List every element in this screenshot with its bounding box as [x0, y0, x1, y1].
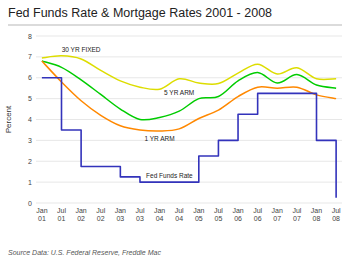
y-tick-label: 6 — [28, 74, 32, 81]
y-tick-label: 4 — [28, 116, 32, 123]
grid-line — [36, 56, 342, 57]
y-tick-label: 0 — [28, 200, 32, 207]
line — [42, 56, 336, 90]
x-tick-label: Jan06 — [232, 207, 243, 222]
grid-line — [36, 36, 342, 37]
title-rule — [8, 25, 342, 26]
y-tick-label: 7 — [28, 53, 32, 60]
title: Fed Funds Rate & Mortgage Rates 2001 - 2… — [8, 6, 272, 20]
grid-line — [36, 77, 342, 78]
y-tick-label: 3 — [28, 137, 32, 144]
x-tick-label: Jul08 — [332, 207, 341, 222]
y-tick-label: 8 — [28, 33, 32, 40]
x-tick-label: Jul04 — [175, 207, 184, 222]
x-tick-label: Jan01 — [36, 207, 47, 222]
line — [42, 61, 336, 131]
series-label: 1 YR ARM — [144, 135, 174, 142]
grid-line — [36, 98, 342, 99]
step-line — [42, 78, 336, 198]
x-tick-label: Jul02 — [96, 207, 105, 222]
series-label: 5 YR ARM — [164, 89, 194, 96]
x-tick-label: Jan05 — [193, 207, 204, 222]
x-tick-label: Jan07 — [272, 207, 283, 222]
x-tick-label: Jul03 — [135, 207, 144, 222]
x-tick-label: Jul05 — [214, 207, 223, 222]
y-tick-label: 5 — [28, 95, 32, 102]
x-tick-label: Jul07 — [292, 207, 301, 222]
grid-line — [36, 203, 342, 204]
plot-area — [42, 56, 336, 198]
chart: Fed Funds Rate & Mortgage Rates 2001 - 2… — [0, 0, 350, 263]
y-tick-label: 2 — [28, 158, 32, 165]
line — [42, 61, 336, 120]
series-label: Fed Funds Rate — [146, 172, 193, 179]
source: Source Data: U.S. Federal Reserve, Fredd… — [8, 249, 161, 256]
y-tick-label: 1 — [28, 179, 32, 186]
x-tick-label: Jan08 — [311, 207, 322, 222]
x-tick-label: Jan02 — [75, 207, 86, 222]
x-tick-label: Jul01 — [57, 207, 66, 222]
grid-line — [36, 119, 342, 120]
x-tick-label: Jan03 — [115, 207, 126, 222]
y-axis-label: Percent — [4, 105, 13, 133]
x-tick-label: Jul06 — [253, 207, 262, 222]
x-tick-label: Jan04 — [154, 207, 165, 222]
series-label: 30 YR FIXED — [62, 46, 101, 53]
